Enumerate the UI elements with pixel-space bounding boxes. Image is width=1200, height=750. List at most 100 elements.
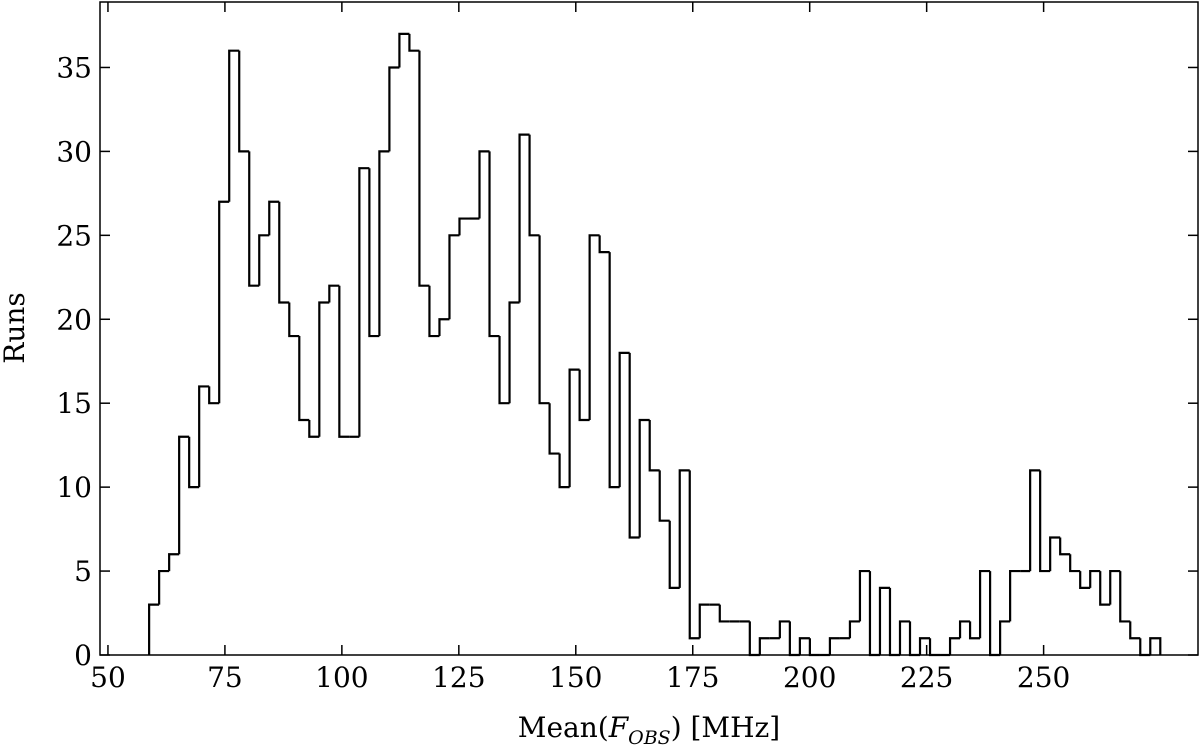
histogram-bin [228, 49, 240, 202]
histogram-bin [628, 352, 640, 539]
histogram-bin [858, 569, 870, 622]
x-axis-label: Mean(FOBS) [MHz] [518, 711, 780, 746]
histogram-bin [1069, 554, 1081, 573]
histogram-bin [498, 336, 510, 405]
histogram-bin [968, 621, 981, 640]
histogram-bin [918, 637, 931, 655]
histogram-bin [438, 318, 450, 337]
histogram-bin [678, 469, 690, 588]
x-tick-label: 225 [900, 661, 953, 694]
x-tick-label: 50 [90, 661, 126, 694]
histogram-bin [578, 369, 590, 422]
histogram-bin [458, 217, 470, 236]
histogram-bin [368, 168, 380, 338]
histogram-bin [798, 637, 810, 655]
histogram-bin [478, 150, 490, 219]
histogram-bin [1009, 569, 1021, 622]
histogram-bin [558, 453, 570, 489]
histogram-bin [648, 419, 660, 472]
histogram-bin [908, 621, 921, 657]
x-label-subscript: OBS [628, 727, 671, 746]
histogram-bin [1129, 621, 1141, 640]
histogram-bin [978, 569, 991, 639]
histogram-bin [928, 638, 941, 657]
histogram-bin [848, 620, 860, 639]
histogram-bin [758, 637, 770, 655]
histogram-bin [1089, 569, 1101, 588]
histogram-bin [788, 621, 800, 657]
histogram-bin [1099, 571, 1111, 606]
histogram-bin [1139, 638, 1151, 657]
histogram-bin [318, 301, 330, 437]
histogram-bin [568, 368, 580, 488]
histogram-bin [338, 285, 350, 438]
x-label-prefix: Mean( [518, 711, 609, 744]
x-label-suffix: ) [MHz] [671, 711, 781, 744]
histogram-bin [778, 620, 790, 639]
plot-frame [99, 1, 1199, 656]
histogram-bin [448, 234, 460, 320]
histogram-bin [268, 200, 280, 236]
histogram-bin [418, 50, 430, 287]
histogram-bin [878, 586, 890, 655]
histogram-bin [328, 284, 340, 303]
histogram-bin [158, 569, 170, 605]
histogram-bin [188, 436, 200, 489]
histogram-bin [718, 604, 730, 623]
histogram-bin [1079, 571, 1091, 589]
y-tick-label: 15 [56, 387, 92, 420]
histogram-bin [378, 150, 390, 337]
histogram-bin [178, 435, 190, 555]
histogram-bin [538, 235, 550, 405]
histogram-bin [698, 603, 710, 639]
histogram-bin [148, 603, 160, 655]
histogram-bin [608, 252, 620, 489]
histogram-bin [408, 33, 420, 52]
x-tick-label: 125 [432, 661, 485, 694]
histogram-bin [618, 351, 630, 488]
y-tick-label: 10 [56, 471, 92, 504]
histogram-bin [548, 403, 560, 455]
histogram-bin [258, 234, 270, 286]
histogram-bin [888, 587, 900, 657]
y-tick-label: 5 [74, 555, 92, 588]
histogram-bin [999, 620, 1011, 655]
histogram-bin [1109, 569, 1121, 605]
histogram-bin [688, 470, 700, 640]
histogram-bin [518, 133, 530, 303]
histogram-bin [588, 234, 600, 420]
histogram-bin [238, 50, 250, 153]
histogram-bin [208, 386, 220, 405]
x-tick-label: 100 [315, 661, 368, 694]
histogram-bin [288, 302, 300, 338]
histogram-bin [828, 637, 840, 655]
histogram-bin [308, 419, 320, 438]
histogram-bin [638, 418, 650, 538]
y-tick-label: 30 [56, 135, 92, 168]
histogram-bin [808, 638, 820, 657]
histogram-bin [988, 571, 1001, 657]
histogram-bin [1039, 470, 1051, 573]
histogram-bin [1059, 537, 1071, 556]
histogram-bin [898, 620, 911, 655]
x-tick-label: 250 [1017, 661, 1070, 694]
histogram-bin [658, 470, 670, 522]
y-tick-label: 20 [56, 303, 92, 336]
histogram-bin [948, 637, 961, 655]
x-label-symbol: F [608, 711, 630, 744]
y-tick-label: 35 [56, 51, 92, 84]
histogram-bin [428, 285, 440, 338]
y-tick-label: 25 [56, 219, 92, 252]
histogram-bin [398, 32, 410, 68]
histogram-bin [198, 385, 210, 488]
histogram-bin [278, 201, 290, 304]
histogram-bin [1149, 637, 1162, 655]
histogram-bin [868, 571, 880, 657]
histogram-bin [358, 167, 370, 437]
histogram-bin [218, 200, 230, 404]
histogram-bin [488, 151, 500, 338]
histogram-bin [168, 553, 180, 572]
histogram-bin [598, 235, 610, 254]
